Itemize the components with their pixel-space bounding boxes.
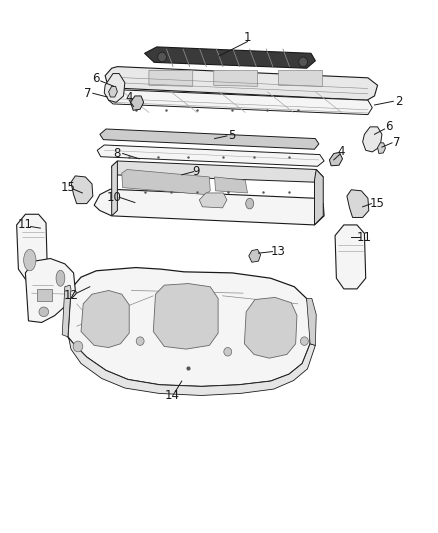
Polygon shape	[81, 290, 129, 348]
Polygon shape	[363, 127, 382, 152]
Polygon shape	[378, 143, 385, 154]
Text: 11: 11	[18, 219, 33, 231]
Ellipse shape	[246, 198, 254, 209]
Polygon shape	[112, 161, 323, 182]
Ellipse shape	[136, 337, 144, 345]
Polygon shape	[215, 177, 247, 193]
Polygon shape	[335, 225, 366, 289]
Ellipse shape	[299, 57, 307, 67]
Polygon shape	[94, 189, 324, 225]
Text: 5: 5	[229, 130, 236, 142]
Text: 13: 13	[271, 245, 286, 258]
Ellipse shape	[56, 270, 65, 286]
Polygon shape	[329, 152, 343, 166]
Text: 15: 15	[369, 197, 384, 210]
Polygon shape	[347, 190, 369, 217]
Polygon shape	[100, 129, 319, 149]
Text: 7: 7	[392, 136, 400, 149]
Ellipse shape	[73, 341, 83, 352]
Text: 6: 6	[92, 72, 99, 85]
Polygon shape	[71, 176, 93, 204]
Polygon shape	[145, 47, 315, 68]
Text: 4: 4	[337, 146, 345, 158]
Polygon shape	[68, 337, 315, 395]
Polygon shape	[131, 96, 144, 110]
Polygon shape	[37, 289, 52, 301]
Polygon shape	[25, 259, 75, 322]
Polygon shape	[62, 285, 71, 337]
Polygon shape	[314, 169, 323, 225]
Polygon shape	[307, 298, 316, 345]
Text: 11: 11	[357, 231, 372, 244]
Text: 9: 9	[192, 165, 200, 178]
Polygon shape	[122, 169, 210, 195]
Polygon shape	[107, 90, 372, 115]
Ellipse shape	[224, 348, 232, 356]
Polygon shape	[149, 70, 193, 86]
Polygon shape	[244, 297, 297, 358]
Text: 6: 6	[385, 120, 393, 133]
Polygon shape	[68, 268, 311, 386]
Polygon shape	[104, 74, 125, 102]
Polygon shape	[105, 67, 378, 100]
Text: 4: 4	[125, 91, 133, 103]
Text: 14: 14	[164, 389, 179, 402]
Polygon shape	[109, 86, 117, 97]
Polygon shape	[214, 70, 258, 86]
Text: 15: 15	[60, 181, 75, 194]
Polygon shape	[279, 70, 322, 86]
Polygon shape	[249, 249, 261, 262]
Ellipse shape	[158, 52, 166, 62]
Text: 10: 10	[106, 191, 121, 204]
Ellipse shape	[300, 337, 308, 345]
Text: 12: 12	[64, 289, 78, 302]
Polygon shape	[199, 193, 227, 208]
Ellipse shape	[39, 307, 49, 317]
Ellipse shape	[24, 249, 36, 271]
Polygon shape	[153, 284, 218, 349]
Text: 1: 1	[244, 31, 251, 44]
Text: 7: 7	[84, 87, 92, 100]
Polygon shape	[112, 161, 117, 216]
Text: 8: 8	[114, 147, 121, 160]
Text: 2: 2	[395, 95, 403, 108]
Polygon shape	[97, 145, 324, 166]
Polygon shape	[17, 214, 47, 280]
